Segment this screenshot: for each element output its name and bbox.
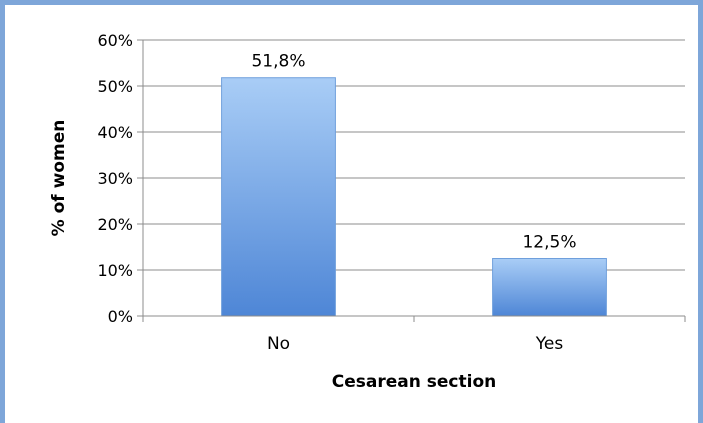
x-tick-label: No	[267, 334, 290, 354]
y-tick-label: 50%	[97, 77, 133, 96]
labels: 0% 10% 20% 30% 40% 50% 60% 51,8% No 12,5% Yes	[97, 31, 576, 354]
y-tick-label: 40%	[97, 123, 133, 142]
data-label: 12,5%	[522, 233, 576, 253]
bars	[221, 77, 607, 317]
x-tick-label: Yes	[535, 334, 564, 354]
y-tick-label: 10%	[97, 261, 133, 280]
y-tick-label: 20%	[97, 215, 133, 234]
data-label: 51,8%	[251, 52, 305, 72]
y-tick-label: 30%	[97, 169, 133, 188]
bar-no	[221, 77, 336, 317]
y-tick-label: 60%	[97, 31, 133, 50]
x-axis-title: Cesarean section	[332, 372, 496, 392]
bar-yes	[492, 258, 607, 317]
y-tick-label: 0%	[108, 307, 133, 326]
y-axis-title: % of women	[49, 120, 69, 237]
axes	[137, 39, 686, 322]
